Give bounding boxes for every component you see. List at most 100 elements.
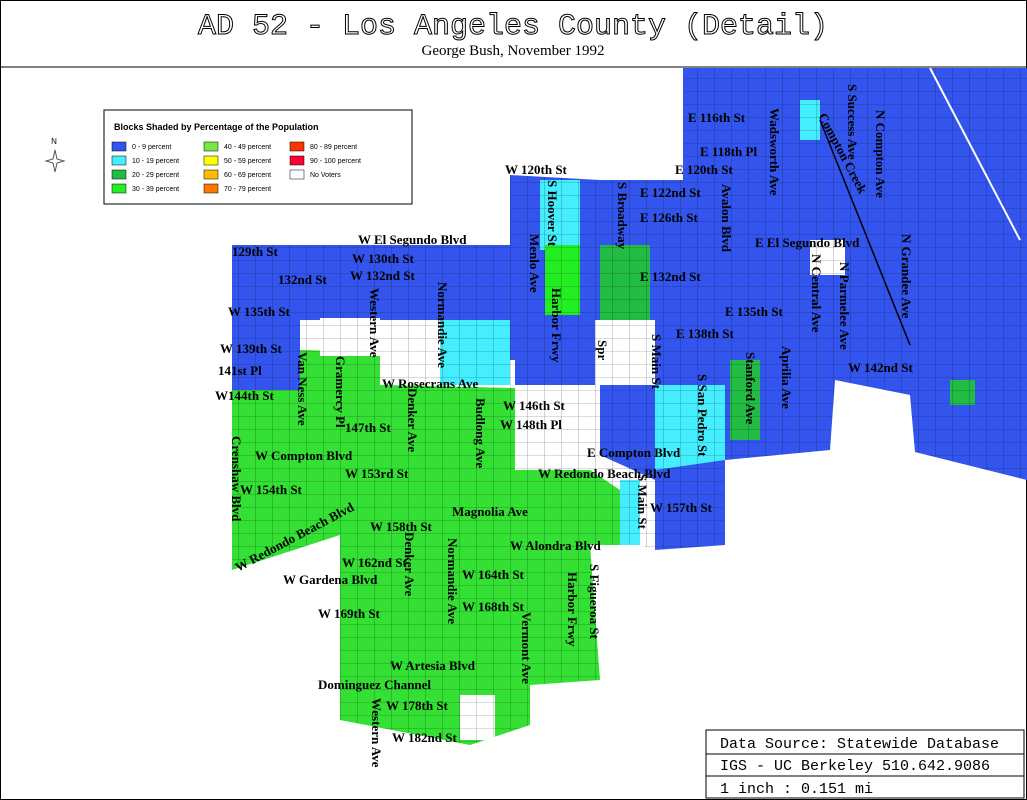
street-label: W 158th St: [370, 519, 433, 534]
street-label: E 122nd St: [640, 185, 701, 200]
legend-swatch: [203, 155, 219, 166]
street-label: W 182nd St: [392, 730, 457, 745]
street-label: W Alondra Blvd: [510, 538, 602, 553]
street-label: W 130th St: [352, 251, 415, 266]
street-label: W 135th St: [228, 304, 291, 319]
street-label: W 168th St: [462, 599, 525, 614]
info-org: IGS - UC Berkeley 510.642.9086: [720, 758, 990, 775]
street-label: Aprilia Ave: [779, 346, 794, 409]
legend-swatch: [111, 169, 127, 180]
legend-swatch: [111, 183, 127, 194]
street-label: Normandie Ave: [445, 538, 460, 624]
street-label: S Main St: [635, 474, 650, 530]
street-label: W Rosecrans Ave: [382, 376, 479, 391]
title: AD 52 - Los Angeles County (Detail): [198, 10, 828, 44]
legend-label: 80 - 89 percent: [310, 144, 357, 151]
street-label: W 157th St: [650, 500, 713, 515]
street-label: S San Pedro St: [695, 374, 710, 457]
street-label: Spr: [595, 340, 610, 360]
street-label: Vermont Ave: [519, 612, 534, 684]
legend-label: 90 - 100 percent: [310, 158, 361, 165]
street-label: Normandie Ave: [435, 282, 450, 368]
street-label: W 162nd St: [342, 555, 407, 570]
street-label: W Artesia Blvd: [390, 658, 476, 673]
street-label: S Success Ave: [845, 84, 860, 160]
street-label: W El Segundo Blvd: [358, 232, 467, 247]
street-label: Magnolia Ave: [452, 504, 528, 519]
legend-swatch: [289, 141, 305, 152]
street-label: S Figueroa St: [587, 564, 602, 640]
map-regions: [232, 67, 1027, 745]
street-label: S Broadway: [615, 182, 630, 250]
street-label: 129th St: [232, 244, 279, 259]
legend-label: 60 - 69 percent: [224, 172, 271, 179]
legend-swatch: [111, 141, 127, 152]
street-label: W 148th Pl: [500, 417, 562, 432]
street-label: E 120th St: [675, 162, 733, 177]
legend-label: 30 - 39 percent: [132, 186, 179, 193]
street-label: E 132nd St: [640, 269, 701, 284]
legend-label: 70 - 79 percent: [224, 186, 271, 193]
street-label: W Gardena Blvd: [283, 572, 378, 587]
north-arrow: N: [44, 137, 66, 173]
street-label: Denker Ave: [402, 532, 417, 596]
street-label: Harbor Frwy: [565, 572, 580, 647]
legend-label: 40 - 49 percent: [224, 144, 271, 151]
street-label: W Compton Blvd: [255, 448, 353, 463]
legend-swatch: [203, 141, 219, 152]
street-label: W 169th St: [318, 606, 381, 621]
street-label: N Compton Ave: [873, 110, 888, 198]
street-label: S Main St: [649, 334, 664, 390]
street-label: W 154th St: [240, 482, 303, 497]
street-label: W144th St: [215, 388, 275, 403]
street-label: E 126th St: [640, 210, 698, 225]
legend-swatch: [203, 183, 219, 194]
legend-swatch: [289, 169, 305, 180]
info-scale: 1 inch : 0.151 mi: [720, 781, 873, 798]
street-label: E Compton Blvd: [587, 445, 681, 460]
street-label: W 164th St: [462, 567, 525, 582]
legend-swatch: [289, 155, 305, 166]
street-label: W 153rd St: [345, 466, 409, 481]
street-label: W 139th St: [220, 341, 283, 356]
street-label: Denker Ave: [405, 388, 420, 452]
street-label: N Central Ave: [809, 254, 824, 333]
street-label: N Parmelee Ave: [837, 262, 852, 350]
street-label: W 132nd St: [350, 268, 415, 283]
legend: Blocks Shaded by Percentage of the Popul…: [103, 109, 413, 205]
legend-label: 0 - 9 percent: [132, 144, 171, 151]
railway: [819, 119, 911, 346]
street-label: E 118th Pl: [700, 144, 757, 159]
street-label: Gramercy Pl: [333, 356, 348, 428]
legend-label: 20 - 29 percent: [132, 172, 179, 179]
street-label: Van Ness Ave: [295, 352, 310, 426]
info-box: Data Source: Statewide Database IGS - UC…: [705, 729, 1025, 799]
street-label: W 142nd St: [848, 360, 913, 375]
street-label: W 178th St: [386, 698, 449, 713]
street-label: Budlong Ave: [473, 398, 488, 468]
freeway: [929, 67, 1021, 241]
legend-label: 50 - 59 percent: [224, 158, 271, 165]
street-label: S Hoover St: [545, 180, 560, 247]
street-label: E 135th St: [725, 304, 783, 319]
legend-label: 10 - 19 percent: [132, 158, 179, 165]
north-star: [44, 149, 66, 173]
street-label: Crenshaw Blvd: [229, 436, 244, 522]
street-label: E 138th St: [676, 326, 734, 341]
street-label: E El Segundo Blvd: [755, 235, 860, 250]
street-label: E 116th St: [688, 110, 746, 125]
street-label: Western Ave: [369, 698, 384, 768]
street-label: W 146th St: [503, 398, 566, 413]
street-label: Harbor Frwy: [549, 288, 564, 363]
subtitle: George Bush, November 1992: [421, 43, 604, 59]
street-grid: [232, 68, 1027, 745]
street-label: W 120th St: [505, 162, 568, 177]
street-label: Avalon Blvd: [719, 184, 734, 253]
street-labels: W El Segundo Blvd 129th St W 130th St W 132…: [215, 84, 914, 768]
street-label: 132nd St: [278, 272, 327, 287]
street-label: Wadsworth Ave: [767, 108, 782, 196]
street-label: 141st Pl: [218, 363, 262, 378]
legend-box: [103, 109, 413, 205]
